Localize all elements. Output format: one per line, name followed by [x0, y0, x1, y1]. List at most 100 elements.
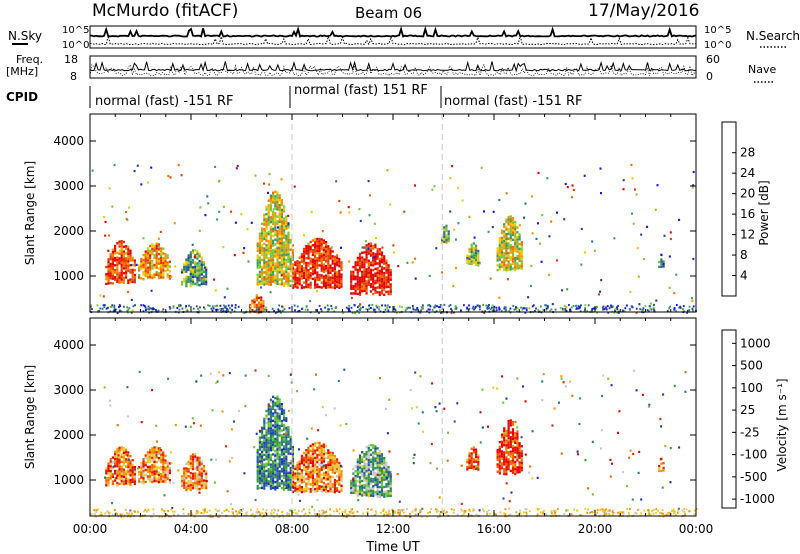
vel-echo-cell [376, 480, 379, 484]
vel-scatter-cell [296, 472, 299, 475]
vel-echo-cell [274, 480, 277, 484]
power-echo-cell [358, 293, 362, 296]
power-echo-cell [276, 229, 279, 233]
vel-scatter-cell [476, 467, 479, 470]
vel-scatter-cell [412, 456, 415, 460]
cpid-segment-1: normal (fast) -151 RF [95, 94, 234, 109]
power-echo-cell [300, 277, 303, 280]
vel-echo-cell [358, 456, 362, 460]
vel-echo-cell [365, 479, 368, 482]
vel-scatter-cell [126, 454, 129, 457]
vel-echo-cell [500, 433, 504, 436]
vel-echo-cell [291, 465, 294, 468]
power-scatter-cell [368, 277, 371, 280]
power-scatter-cell [669, 237, 672, 241]
vel-scatter-cell [591, 440, 594, 443]
power-echo-cell [285, 251, 288, 254]
power-ground-cell [642, 307, 645, 310]
power-echo-cell [358, 286, 362, 289]
power-scatter-cell [203, 266, 206, 269]
vel-echo-cell [265, 453, 268, 456]
vel-echo-cell [261, 448, 264, 451]
vel-echo-cell [278, 431, 281, 435]
vel-echo-cell [520, 469, 523, 472]
vel-echo-cell [507, 467, 510, 471]
power-echo-cell [505, 254, 508, 257]
power-ground-cell [691, 307, 694, 310]
power-echo-cell [272, 275, 275, 278]
power-echo-cell [296, 276, 299, 280]
power-ground-cell [682, 305, 685, 308]
vel-scatter-cell [388, 398, 391, 401]
power-ground-cell [279, 310, 282, 312]
power-echo-cell [202, 277, 206, 281]
vel-echo-cell [380, 453, 384, 456]
vel-ground-cell [665, 513, 668, 516]
vel-echo-cell [144, 454, 147, 457]
power-echo-cell [365, 289, 368, 293]
power-echo-cell [307, 252, 310, 255]
vel-echo-cell [267, 403, 270, 406]
vel-ground-cell [296, 512, 299, 515]
power-scatter-cell [565, 306, 568, 309]
power-ground-cell [294, 309, 296, 312]
vel-ground-cell [95, 509, 98, 512]
vel-echo-cell [276, 479, 279, 482]
power-ground-cell [357, 306, 359, 309]
vel-scatter-cell [198, 491, 201, 494]
vel-echo-cell [316, 449, 319, 452]
power-echo-cell [278, 239, 281, 243]
vel-echo-cell [509, 431, 512, 434]
vel-scatter-cell [640, 498, 643, 501]
vel-echo-cell [296, 461, 299, 464]
vel-echo-cell [194, 460, 197, 463]
vel-echo-cell [354, 474, 357, 478]
power-echo-cell [274, 231, 277, 234]
vel-echo-cell [144, 480, 147, 484]
vel-scatter-cell [377, 471, 380, 474]
power-echo-cell [287, 224, 290, 227]
power-echo-cell [285, 265, 288, 269]
vel-echo-cell [191, 467, 195, 471]
vel-echo-cell [325, 485, 328, 489]
vel-echo-cell [283, 462, 286, 465]
power-echo-cell [520, 255, 523, 258]
vel-echo-cell [378, 493, 381, 496]
power-echo-cell [283, 227, 286, 230]
vel-echo-cell [276, 477, 279, 480]
power-echo-cell [365, 285, 368, 288]
vel-echo-cell [325, 476, 328, 479]
power-echo-cell [329, 252, 332, 255]
vel-echo-cell [285, 417, 288, 420]
vel-echo-cell [378, 466, 381, 470]
power-echo-cell [340, 273, 343, 276]
noise-panel: N.Sky 10^5 10^0 10^5 10^0 N.Search [8, 25, 800, 51]
power-ground-cell [539, 305, 542, 308]
power-ground-cell [688, 309, 691, 312]
vel-echo-cell [329, 463, 332, 466]
vel-echo-cell [503, 460, 506, 464]
vel-echo-cell [305, 485, 308, 488]
vel-echo-cell [144, 461, 147, 464]
power-echo-cell [503, 230, 506, 233]
vel-scatter-cell [502, 497, 505, 500]
vel-echo-cell [263, 448, 266, 452]
power-ground-cell [609, 306, 612, 309]
vel-echo-cell [336, 458, 339, 461]
power-echo-cell [333, 262, 336, 266]
vel-echo-cell [354, 477, 357, 480]
power-echo-cell [372, 273, 375, 277]
power-echo-cell [289, 255, 292, 259]
power-echo-cell [127, 250, 130, 253]
vel-echo-cell [153, 460, 156, 464]
vel-scatter-cell [434, 406, 437, 409]
vel-echo-cell [385, 494, 388, 498]
vel-echo-cell [380, 477, 384, 480]
vel-scatter-cell [516, 426, 519, 429]
power-echo-cells [90, 163, 697, 315]
vel-echo-cell [142, 458, 145, 461]
power-echo-cell [662, 265, 665, 268]
power-echo-cell [151, 252, 154, 256]
vel-echo-cell [300, 459, 303, 462]
vel-echo-cell [283, 428, 286, 431]
